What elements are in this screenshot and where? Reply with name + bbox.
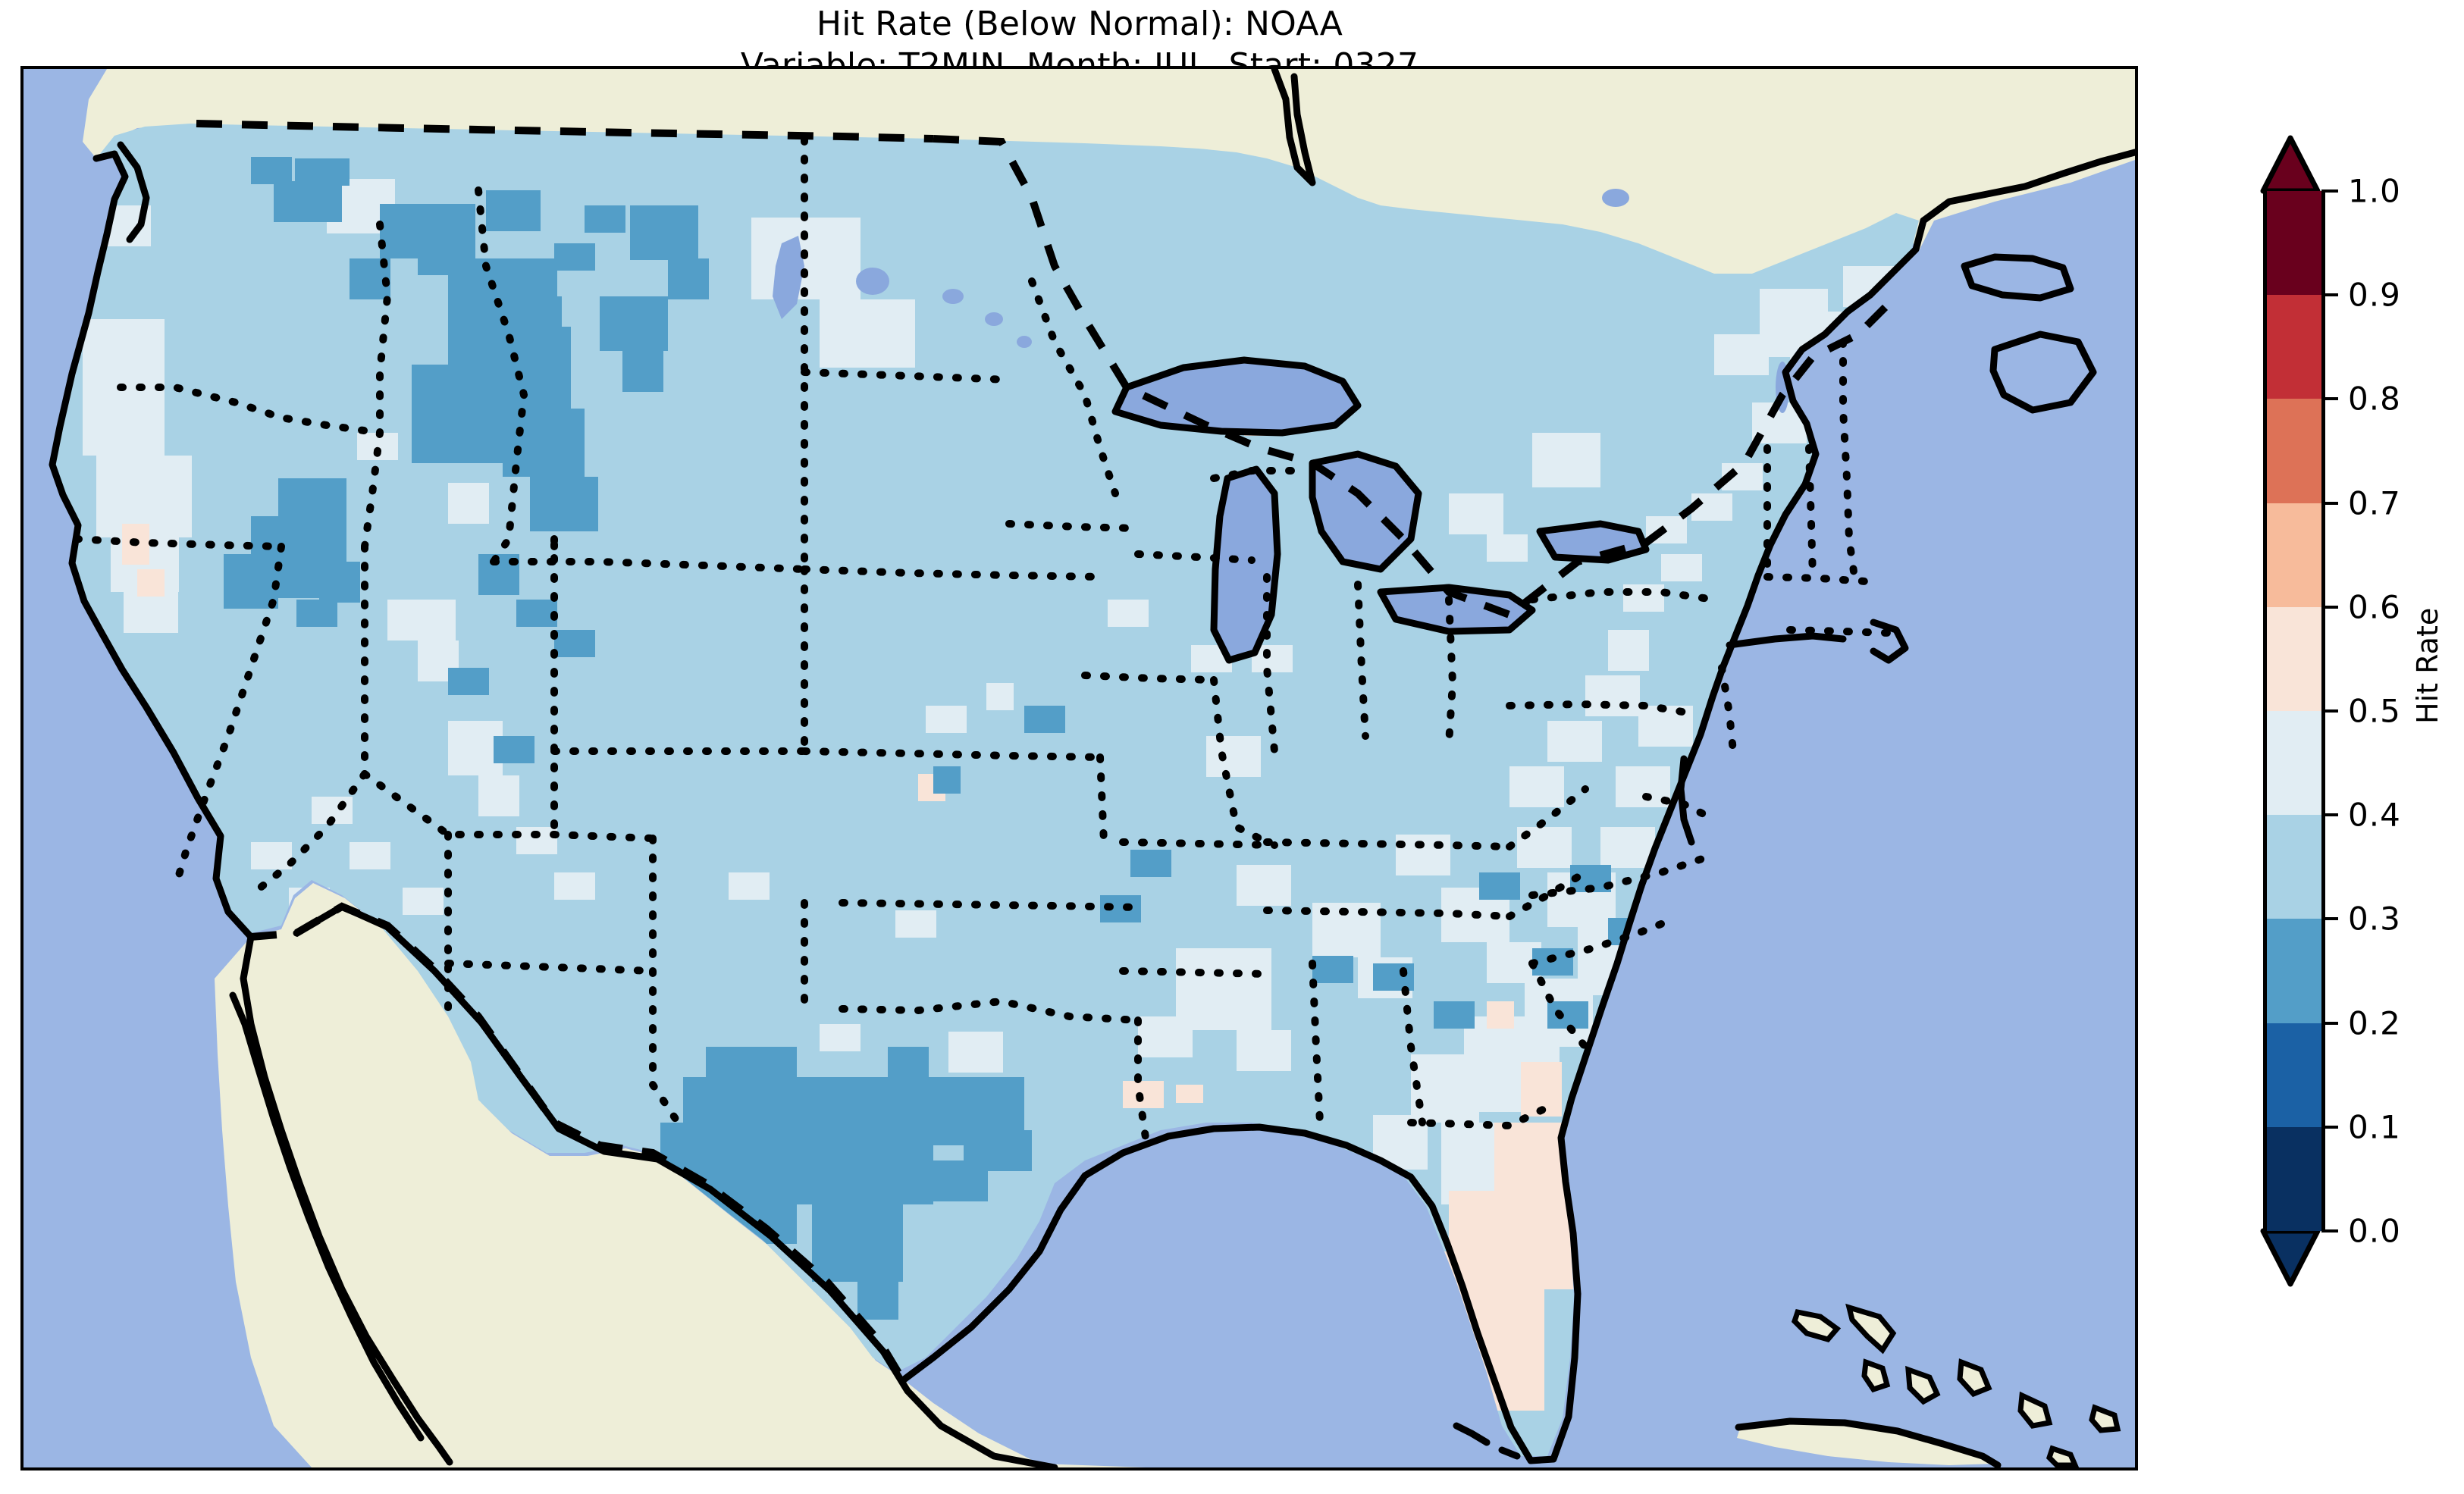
usa-canada-border-west xyxy=(196,120,934,143)
colorbar-label-0.0: 0.0 xyxy=(2348,1212,2401,1250)
us-east-coast xyxy=(1638,217,1927,890)
colorbar-band-0.0-0.1 xyxy=(2267,1126,2321,1231)
colorbar-label-0.7: 0.7 xyxy=(2348,484,2401,522)
cape-cod xyxy=(1870,619,1909,664)
colorbar-band-0.1-0.2 xyxy=(2267,1023,2321,1127)
colorbar-label-0.3: 0.3 xyxy=(2348,900,2401,938)
colorbar-band-0.6-0.7 xyxy=(2267,503,2321,607)
florida-keys xyxy=(1453,1422,1521,1460)
colorbar-label-1.0: 1.0 xyxy=(2348,172,2401,210)
colorbar-band-0.4-0.5 xyxy=(2267,711,2321,816)
hudson-bay-coast xyxy=(1271,69,1316,186)
coastlines xyxy=(49,69,2135,1467)
colorbar-band-0.2-0.3 xyxy=(2267,919,2321,1023)
colorbar-tick-0.1 xyxy=(2321,1125,2338,1129)
colorbar-tick-0.9 xyxy=(2321,293,2338,297)
colorbar-label-0.2: 0.2 xyxy=(2348,1004,2401,1042)
colorbar-label-0.6: 0.6 xyxy=(2348,588,2401,626)
mexico-west-coast xyxy=(293,903,1058,1467)
great-lakes-outline xyxy=(1111,356,1650,664)
canada-landmass xyxy=(83,69,2135,275)
small-lake-b xyxy=(985,312,1003,326)
us-west-coast xyxy=(49,150,255,941)
lake-erie xyxy=(1381,587,1532,631)
colorbar-tick-1.0 xyxy=(2321,189,2338,193)
great-salt-lake xyxy=(1602,189,1629,207)
colorbar[interactable]: 0.0 0.1 0.2 0.3 0.4 0.5 0.6 0.7 0.8 0.9 1.0 xyxy=(2260,135,2400,1287)
colorbar-band-0.9-1.0 xyxy=(2267,191,2321,296)
mexico-landmass xyxy=(215,883,1146,1467)
map-canvas xyxy=(24,69,2135,1467)
small-lake-c xyxy=(1017,336,1032,348)
lake-of-the-woods xyxy=(856,268,889,295)
us-gulf-coast xyxy=(899,882,1645,1464)
colorbar-tick-0.7 xyxy=(2321,501,2338,505)
colorbar-label-0.1: 0.1 xyxy=(2348,1108,2401,1146)
colorbar-band-0.8-0.9 xyxy=(2267,295,2321,399)
map-axes xyxy=(20,66,2138,1471)
lake-michigan xyxy=(1214,469,1277,660)
colorbar-tick-0.0 xyxy=(2321,1229,2338,1232)
small-lake-a xyxy=(942,289,964,304)
bahamas-islands xyxy=(1791,1303,2121,1467)
long-island xyxy=(1726,632,1847,649)
state-borders xyxy=(73,136,1892,1142)
colorbar-band-0.5-0.6 xyxy=(2267,606,2321,711)
baja-coastline xyxy=(229,933,453,1466)
colorbar-tick-0.5 xyxy=(2321,709,2338,713)
cuba-coastline xyxy=(1735,1417,2002,1467)
lake-winnipeg xyxy=(773,236,804,319)
colorbar-gradient[interactable] xyxy=(2263,191,2325,1231)
title-line-1: Hit Rate (Below Normal): NOAA xyxy=(816,5,1343,43)
chesapeake-bay xyxy=(1677,755,1695,846)
colorbar-tick-0.3 xyxy=(2321,917,2338,921)
cuba-island xyxy=(1737,1420,1995,1465)
colorbar-axis-label: Hit Rate xyxy=(2411,607,2444,724)
colorbar-label-0.5: 0.5 xyxy=(2348,692,2401,730)
great-lakes xyxy=(773,189,1789,660)
puget-sound xyxy=(117,141,150,243)
canada-atlantic-coast xyxy=(1920,149,2135,414)
colorbar-under-arrow xyxy=(2260,1228,2321,1287)
colorbar-band-0.7-0.8 xyxy=(2267,399,2321,503)
colorbar-band-0.3-0.4 xyxy=(2267,815,2321,919)
lake-superior xyxy=(1115,360,1358,433)
colorbar-label-0.4: 0.4 xyxy=(2348,796,2401,834)
colorbar-label-0.9: 0.9 xyxy=(2348,276,2401,314)
colorbar-tick-0.8 xyxy=(2321,397,2338,401)
colorbar-tick-0.2 xyxy=(2321,1021,2338,1025)
colorbar-label-0.8: 0.8 xyxy=(2348,380,2401,418)
colorbar-tick-0.6 xyxy=(2321,605,2338,609)
lake-huron xyxy=(1312,454,1419,569)
colorbar-tick-0.4 xyxy=(2321,813,2338,817)
colorbar-over-arrow xyxy=(2260,135,2321,194)
